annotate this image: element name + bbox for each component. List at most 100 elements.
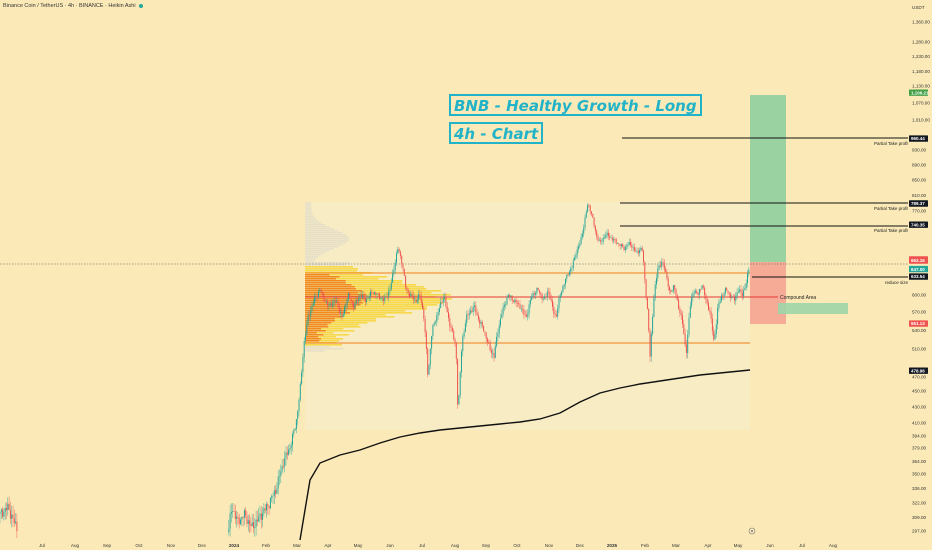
candle [714,329,716,341]
profile-bar [305,298,367,300]
profit-zone [750,95,786,262]
profile-bar [305,242,347,244]
candle [410,290,412,298]
candle [596,229,598,240]
candle [414,294,416,304]
profile-bar [305,278,336,280]
partial-tp-label-2: Partial Take profit [874,206,909,211]
candle [281,458,283,474]
candle [424,315,426,337]
candle [514,298,516,305]
chart-title-box[interactable]: BNB - Healthy Growth - Long [449,94,702,116]
candle [338,302,340,317]
profile-bar [305,334,324,336]
candle [472,302,474,316]
symbol-header[interactable]: Binance Coin / TetherUS · 4h · BINANCE ·… [3,3,144,9]
candle [678,297,680,310]
profile-bar [305,268,358,270]
candle [605,231,607,240]
candle [407,288,409,298]
candle [748,267,750,278]
candle [501,309,503,319]
profile-bar [354,286,424,288]
profile-bar [327,324,359,326]
chart-subtitle-box[interactable]: 4h - Chart [449,122,544,144]
candle [389,284,391,295]
profile-bar [305,308,357,310]
candle [689,301,691,318]
candles [0,203,750,539]
candle [676,293,678,302]
candle [649,328,651,362]
candle [737,287,739,294]
candle [723,291,725,300]
symbol-title: Binance Coin / TetherUS · 4h · BINANCE ·… [3,3,136,9]
price-label: 600.00 [912,293,926,298]
candle [241,516,243,526]
price-label: 336.00 [912,486,926,491]
profile-bar [305,220,319,222]
candle [520,304,522,312]
candle [518,299,520,307]
profile-bar [305,292,359,294]
candle [713,326,715,342]
candle [685,339,687,359]
candle [323,292,325,303]
profile-bar [321,328,344,330]
svg-text:647.00: 647.00 [911,267,925,272]
candle [594,224,596,235]
price-axis[interactable]: USDT 1,360.00 1,280.00 1,230.00 1,180.00 1,1… [908,0,932,550]
svg-text:960.44: 960.44 [911,136,925,141]
candle [571,265,573,273]
candle [333,296,335,308]
candle [675,287,677,300]
candle [431,335,433,355]
candle [709,306,711,315]
candle [232,503,234,518]
candle [406,286,408,295]
candle [282,458,284,469]
candle [511,295,513,304]
candle [302,353,304,377]
candle [726,287,728,291]
candle [450,323,452,333]
candle [644,261,646,284]
settings-icon[interactable] [748,527,756,535]
candle [739,285,741,294]
candle [550,294,552,303]
candle [663,259,665,273]
candle [522,304,524,315]
candle [238,514,240,529]
candle [494,341,496,359]
candle [277,470,279,495]
profile-bar [329,274,364,276]
candle [627,242,629,249]
candle [657,264,659,282]
candle [554,309,556,318]
candle [314,293,316,307]
profile-bar [305,262,351,264]
candle [576,245,578,259]
profile-bar [305,290,363,292]
candle [645,278,647,301]
candle [631,241,633,252]
svg-text:633.54: 633.54 [911,274,925,279]
candle [435,319,436,325]
candle [701,284,703,290]
price-label: 930.00 [912,148,926,153]
candle [744,283,746,291]
time-axis[interactable]: Jul Aug Sep Oct Nov Dec 2024 Feb Mar Apr May Jun Jul… [39,543,837,548]
candle [639,247,641,257]
candle [468,308,470,320]
profile-bar [305,224,325,226]
profile-bar [305,276,340,278]
candle [705,292,707,304]
candle [328,302,330,311]
candle [652,313,654,337]
profile-bar [339,276,388,278]
candle [243,508,245,526]
profile-bar [305,234,347,236]
profile-bar [305,324,328,326]
